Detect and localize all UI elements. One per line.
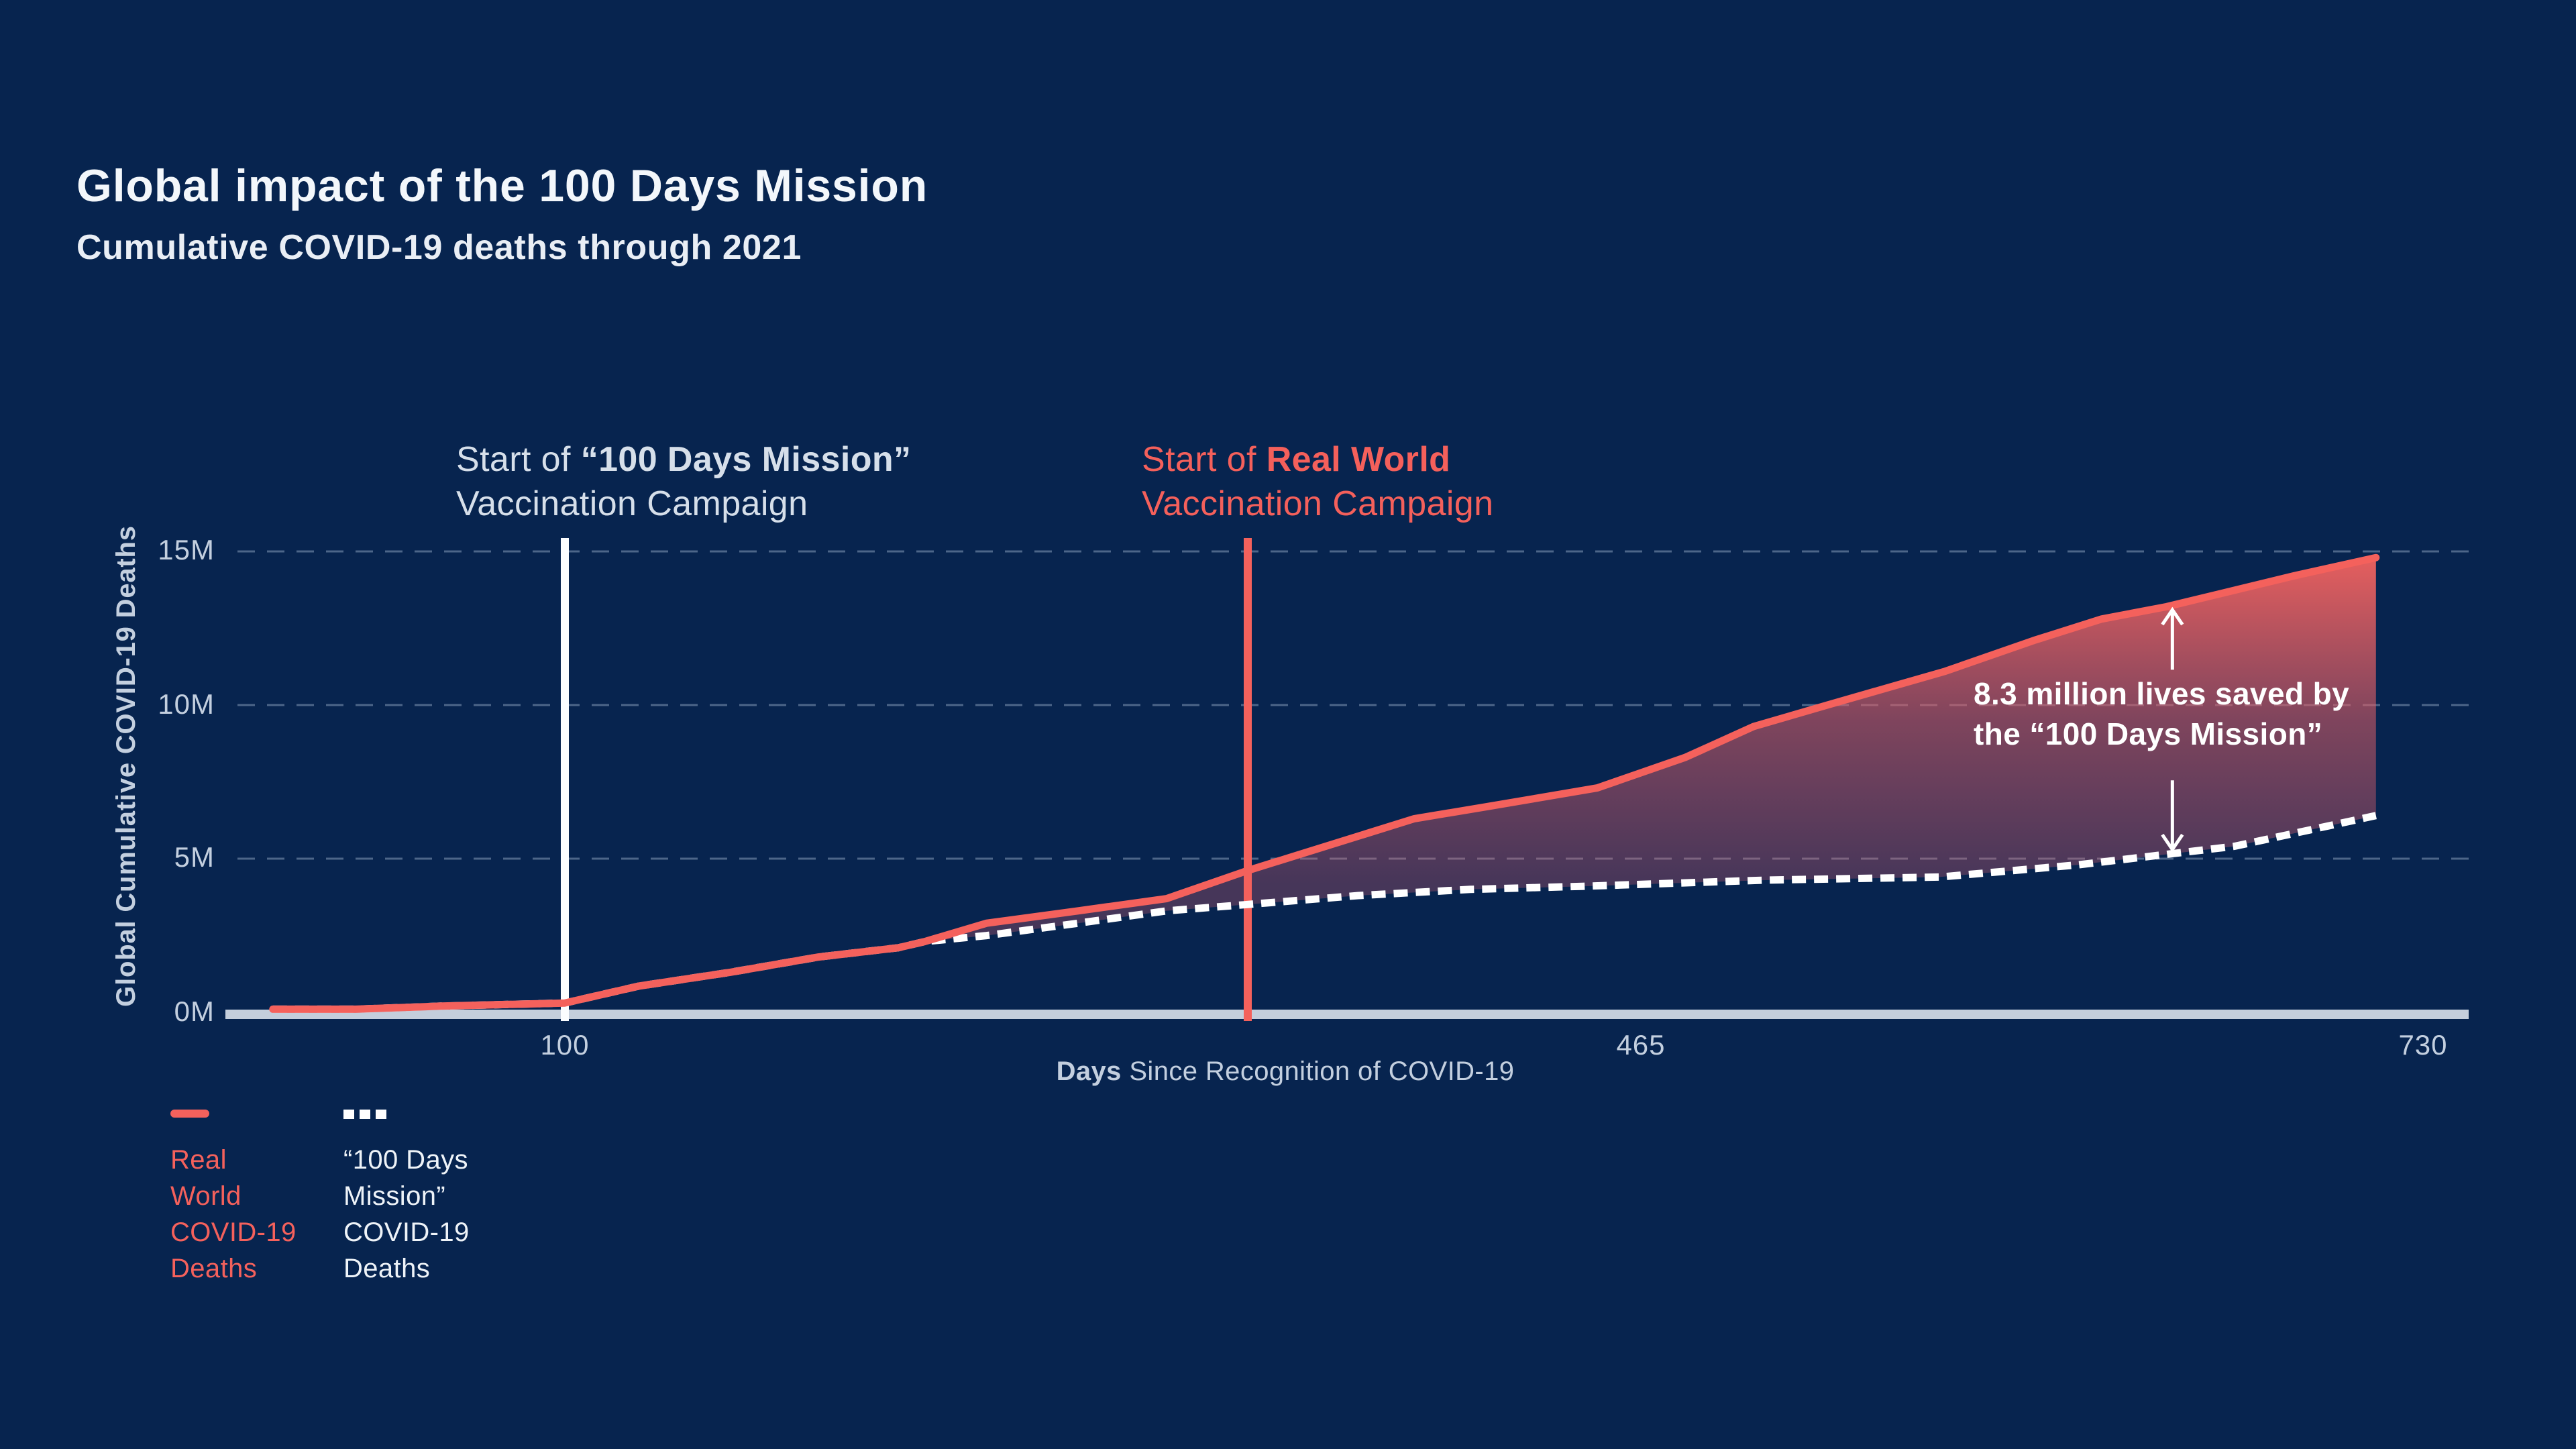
- legend-label-line: “100 Days: [343, 1146, 468, 1175]
- annotation-realworld-campaign: Start of Real World Vaccination Campaign: [1142, 437, 1493, 526]
- legend-label-line: Real: [170, 1146, 227, 1175]
- saved-arrow-down-head: [2161, 833, 2184, 853]
- y-tick-15M: 15M: [158, 535, 215, 566]
- annotation-lives-saved-line2: the “100 Days Mission”: [1974, 716, 2323, 751]
- legend-label-line: World: [170, 1182, 241, 1212]
- page-title: Global impact of the 100 Days Mission: [76, 161, 928, 212]
- legend-dot: [376, 1110, 386, 1119]
- legend-label-line: Mission”: [343, 1182, 446, 1212]
- x-tick-465: 465: [1616, 1030, 1666, 1061]
- saved-arrow-up-head: [2161, 606, 2184, 626]
- x-tick-100: 100: [540, 1030, 590, 1061]
- annotation-lives-saved: 8.3 million lives saved by the “100 Days…: [1974, 674, 2349, 754]
- annotation-lives-saved-line1: 8.3 million lives saved by: [1974, 676, 2350, 711]
- x-axis-title: Days Since Recognition of COVID-19: [883, 1057, 1688, 1088]
- annotation-realworld-bold: Real World: [1266, 439, 1451, 479]
- legend-label-line: COVID-19: [170, 1218, 297, 1248]
- legend-dash-swatch: [170, 1110, 209, 1118]
- legend-dots-swatch: [343, 1110, 386, 1119]
- legend-label-mission: “100 Days Mission” COVID-19 Deaths: [343, 1143, 470, 1288]
- legend-dot: [360, 1110, 370, 1119]
- legend-label-real-world: Real World COVID-19 Deaths: [170, 1143, 297, 1288]
- annotation-realworld-prefix: Start of: [1142, 439, 1267, 479]
- legend-label-line: Deaths: [170, 1254, 258, 1284]
- y-axis-title: Global Cumulative COVID-19 Deaths: [112, 525, 142, 1007]
- x-axis-title-rest: Since Recognition of COVID-19: [1121, 1057, 1515, 1087]
- real-world-deaths-curve: [269, 553, 2380, 1013]
- annotation-mission-line2: Vaccination Campaign: [456, 483, 808, 523]
- y-tick-10M: 10M: [158, 690, 215, 720]
- x-tick-730: 730: [2398, 1030, 2448, 1061]
- y-tick-0M: 0M: [174, 997, 215, 1028]
- annotation-realworld-line2: Vaccination Campaign: [1142, 483, 1494, 523]
- annotation-realworld-line1: Start of Real World: [1142, 437, 1493, 482]
- annotation-mission-bold: “100 Days Mission”: [580, 439, 912, 479]
- annotation-mission-prefix: Start of: [456, 439, 581, 479]
- annotation-mission-campaign: Start of “100 Days Mission” Vaccination …: [456, 437, 911, 526]
- x-axis-line: [225, 1010, 2469, 1019]
- legend-dot: [343, 1110, 354, 1119]
- legend-label-line: COVID-19: [343, 1218, 470, 1248]
- legend-label-line: Deaths: [343, 1254, 431, 1284]
- y-tick-5M: 5M: [174, 843, 215, 873]
- annotation-mission-line1: Start of “100 Days Mission”: [456, 437, 911, 482]
- x-axis-title-bold: Days: [1056, 1057, 1122, 1087]
- page-subtitle: Cumulative COVID-19 deaths through 2021: [76, 227, 802, 267]
- lives-saved-area: [924, 557, 2376, 942]
